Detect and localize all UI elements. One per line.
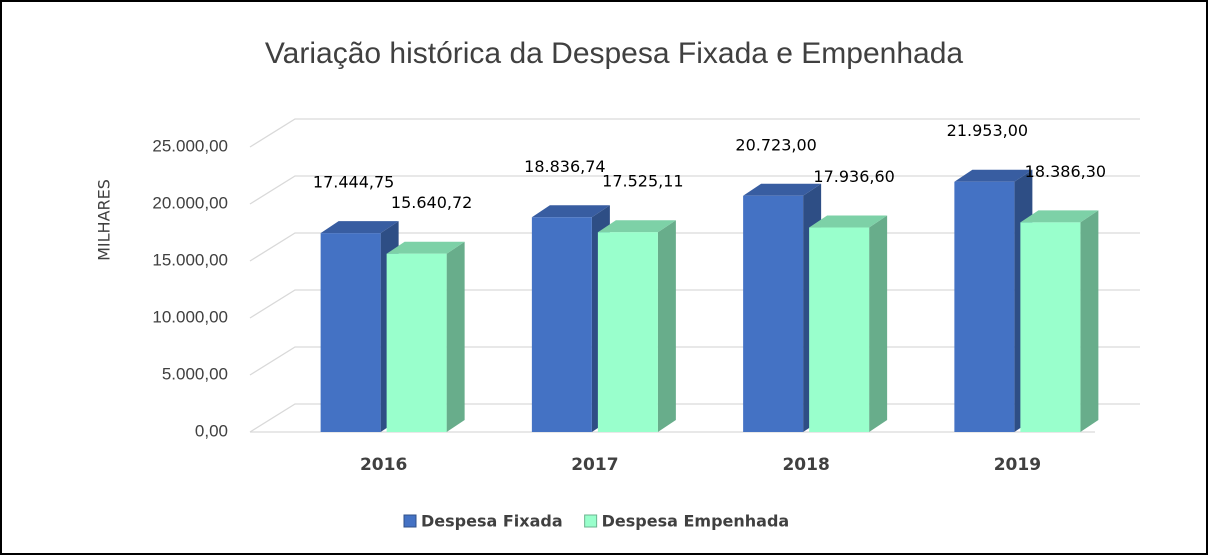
- bar-top: [531, 205, 610, 218]
- legend: Despesa Fixada Despesa Empenhada: [403, 512, 790, 531]
- legend-label: Despesa Fixada: [421, 512, 563, 531]
- legend-swatch: [584, 514, 598, 528]
- bar-side: [869, 215, 888, 432]
- bar: [386, 241, 465, 432]
- bar-front: [1020, 222, 1081, 432]
- data-label: 18.836,74: [524, 157, 605, 176]
- bar-top: [954, 169, 1033, 182]
- y-tick-label: 0,00: [195, 421, 228, 440]
- chart-title: Variação histórica da Despesa Fixada e E…: [265, 37, 964, 70]
- bar-front: [597, 232, 658, 432]
- data-label: 17.444,75: [313, 173, 394, 192]
- data-label: 21.953,00: [947, 121, 1028, 140]
- data-label: 15.640,72: [391, 193, 472, 212]
- y-tick-label: 25.000,00: [152, 136, 228, 155]
- bar-side: [657, 220, 676, 432]
- x-tick-label: 2016: [360, 455, 407, 475]
- bar-top: [809, 215, 888, 228]
- x-tick-label: 2017: [571, 455, 618, 475]
- bar-side: [1080, 210, 1099, 432]
- x-tick-label: 2019: [994, 455, 1041, 475]
- bar-top: [320, 221, 399, 234]
- bar-front: [386, 253, 447, 432]
- bar: [809, 215, 888, 432]
- bar: [954, 169, 1033, 433]
- legend-swatch: [403, 514, 417, 528]
- grid-line: [249, 175, 1140, 205]
- data-label: 17.936,60: [813, 167, 894, 186]
- bar-front: [809, 227, 870, 432]
- y-axis-label: MILHARES: [95, 179, 114, 261]
- bar-top: [743, 183, 822, 196]
- bar-front: [954, 181, 1015, 432]
- bar: [597, 220, 676, 432]
- bar-top: [386, 241, 465, 254]
- bar-top: [1020, 210, 1099, 223]
- grid-line: [249, 118, 1140, 148]
- x-tick-label: 2018: [782, 455, 829, 475]
- legend-label: Despesa Empenhada: [602, 512, 790, 531]
- y-tick-label: 20.000,00: [152, 193, 228, 212]
- bar-front: [743, 195, 804, 432]
- data-label: 20.723,00: [735, 135, 816, 154]
- bar-top: [597, 220, 676, 233]
- y-tick-label: 15.000,00: [152, 250, 228, 269]
- y-tick-label: 10.000,00: [152, 307, 228, 326]
- bar-side: [446, 241, 465, 432]
- data-label: 17.525,11: [602, 172, 683, 191]
- bar: [1020, 210, 1099, 432]
- data-label: 18.386,30: [1025, 162, 1106, 181]
- y-tick-label: 5.000,00: [162, 364, 228, 383]
- bar-front: [531, 217, 592, 432]
- bar-front: [320, 233, 381, 432]
